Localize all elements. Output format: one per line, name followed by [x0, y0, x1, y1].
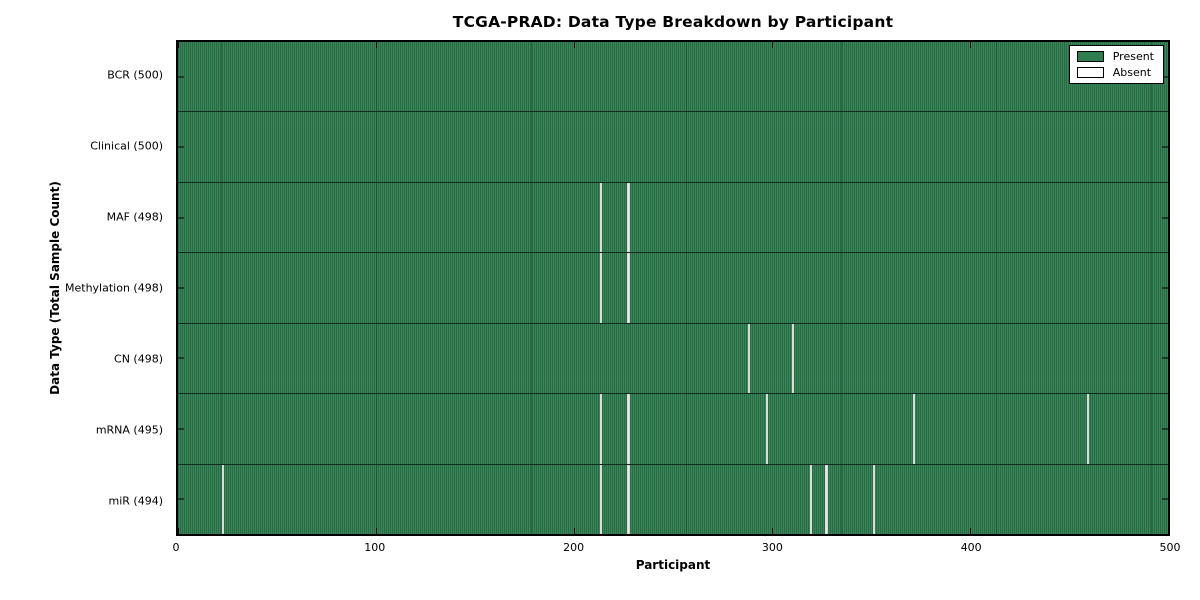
x-tick-label: 500 — [1159, 541, 1181, 554]
y-tick-label: mRNA (495) — [95, 423, 163, 437]
absent-cell — [599, 394, 602, 464]
y-tick-label: MAF (498) — [106, 210, 163, 224]
y-tick-mark — [1162, 287, 1168, 289]
absent-cell — [791, 323, 794, 394]
y-tick-mark — [1162, 146, 1168, 148]
legend-label: Present — [1112, 50, 1154, 63]
legend-label: Absent — [1112, 66, 1152, 79]
y-tick-label: CN (498) — [114, 352, 163, 366]
x-tick-mark — [574, 528, 575, 534]
x-tick-mark — [178, 528, 179, 534]
x-tick-mark — [178, 42, 179, 48]
absent-cell — [627, 464, 630, 534]
y-tick-label: miR (494) — [108, 494, 164, 508]
x-tick-mark — [376, 42, 377, 48]
absent-cell — [809, 464, 812, 534]
legend-item-absent: Absent — [1076, 66, 1154, 79]
x-tick-label: 100 — [364, 541, 386, 554]
y-tick-mark — [178, 428, 184, 430]
absent-cell — [825, 464, 828, 534]
y-tick-mark — [178, 287, 184, 289]
x-tick-label: 300 — [761, 541, 783, 554]
y-tick-mark — [1162, 76, 1168, 78]
heatmap-row-bcr — [178, 42, 1168, 113]
x-tick-mark — [376, 528, 377, 534]
x-tick-mark — [574, 42, 575, 48]
heatmap-row-mrna — [178, 394, 1168, 465]
x-tick-mark — [772, 528, 773, 534]
absent-swatch — [1076, 67, 1104, 78]
absent-cell — [599, 464, 602, 534]
y-tick-label: Clinical (500) — [90, 139, 163, 153]
absent-cell — [1086, 394, 1089, 464]
rows — [178, 42, 1168, 534]
y-tick-mark — [178, 146, 184, 148]
legend-item-present: Present — [1076, 50, 1154, 63]
absent-cell — [912, 394, 915, 464]
x-tick-mark — [772, 42, 773, 48]
y-tick-mark — [1162, 217, 1168, 219]
y-tick-mark — [178, 357, 184, 359]
heatmap-row-mir — [178, 464, 1168, 534]
absent-cell — [872, 464, 876, 534]
y-tick-mark — [1162, 498, 1168, 500]
x-tick-label: 400 — [960, 541, 982, 554]
x-axis-label: Participant — [635, 558, 711, 572]
y-tick-label: Methylation (498) — [65, 281, 163, 295]
x-tick-label: 0 — [172, 541, 180, 554]
y-tick-mark — [1162, 357, 1168, 359]
x-tick-mark — [970, 42, 971, 48]
heatmap-row-methylation — [178, 253, 1168, 324]
x-tick-mark — [1168, 528, 1169, 534]
x-tick-mark — [1168, 42, 1169, 48]
heatmap-row-cn — [178, 323, 1168, 395]
present-swatch — [1076, 51, 1104, 62]
absent-cell — [627, 253, 630, 323]
heatmap-row-clinical — [178, 112, 1168, 183]
y-tick-labels: BCR (500) Clinical (500) MAF (498) Methylat… — [0, 40, 170, 536]
absent-cell — [748, 323, 751, 394]
y-tick-mark — [1162, 428, 1168, 430]
y-tick-mark — [178, 217, 184, 219]
x-tick-mark — [970, 528, 971, 534]
y-tick-mark — [178, 76, 184, 78]
y-tick-label: BCR (500) — [107, 68, 163, 82]
x-tick-label: 200 — [563, 541, 585, 554]
chart-title: TCGA-PRAD: Data Type Breakdown by Partic… — [452, 13, 894, 31]
legend: Present Absent — [1068, 45, 1164, 84]
absent-cell — [766, 394, 769, 464]
absent-cell — [599, 253, 602, 323]
x-tick-labels: 0 100 200 300 400 500 — [172, 541, 1181, 555]
absent-cell — [627, 182, 630, 253]
absent-cell — [221, 464, 224, 534]
absent-cell — [599, 182, 602, 253]
y-tick-mark — [178, 498, 184, 500]
heatmap-row-maf — [178, 182, 1168, 254]
plot-area: Present Absent — [176, 40, 1170, 536]
absent-cell — [627, 394, 630, 464]
